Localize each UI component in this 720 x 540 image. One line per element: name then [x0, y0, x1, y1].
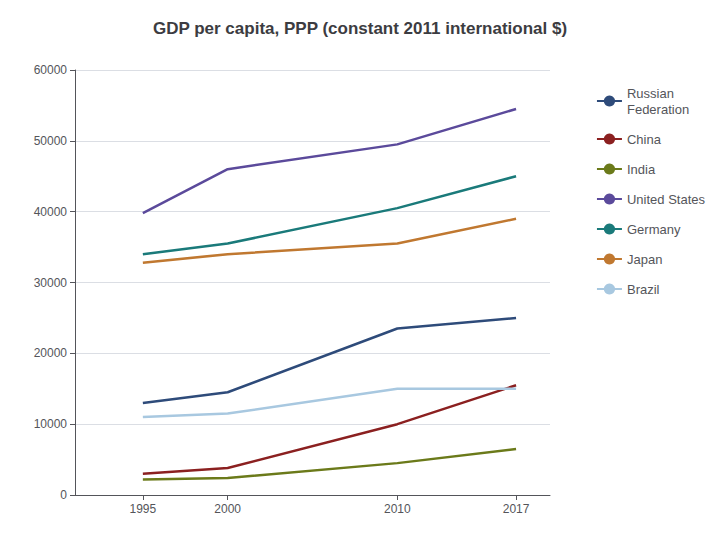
svg-text:GDP per capita, PPP (constant: GDP per capita, PPP (constant 2011 inter…: [153, 19, 567, 38]
svg-text:20000: 20000: [34, 346, 68, 360]
svg-text:60000: 60000: [34, 63, 68, 77]
svg-text:50000: 50000: [34, 134, 68, 148]
svg-text:2000: 2000: [214, 502, 241, 516]
svg-text:United States: United States: [627, 192, 706, 207]
svg-text:Japan: Japan: [627, 252, 662, 267]
svg-text:2010: 2010: [384, 502, 411, 516]
svg-text:Russian: Russian: [627, 86, 674, 101]
svg-text:China: China: [627, 132, 662, 147]
svg-text:Federation: Federation: [627, 102, 689, 117]
svg-text:India: India: [627, 162, 656, 177]
svg-text:30000: 30000: [34, 276, 68, 290]
svg-text:2017: 2017: [503, 502, 530, 516]
svg-text:Brazil: Brazil: [627, 282, 660, 297]
svg-text:1995: 1995: [130, 502, 157, 516]
svg-text:10000: 10000: [34, 417, 68, 431]
svg-text:40000: 40000: [34, 205, 68, 219]
svg-text:Germany: Germany: [627, 222, 681, 237]
svg-text:0: 0: [60, 488, 67, 502]
